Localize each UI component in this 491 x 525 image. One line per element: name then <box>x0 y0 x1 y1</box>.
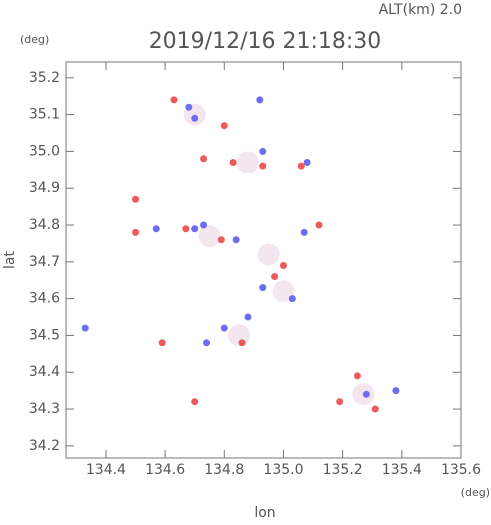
echo-point <box>132 195 140 203</box>
echo-point <box>81 324 89 332</box>
echo-point <box>257 243 280 266</box>
echo-point <box>220 122 228 130</box>
echo-point <box>191 398 199 406</box>
echo-point <box>185 103 193 111</box>
echo-point <box>259 162 267 170</box>
echo-point <box>271 273 279 281</box>
x-tick-label: 135.2 <box>323 462 363 478</box>
y-tick-label: 34.7 <box>29 254 60 270</box>
echo-point <box>244 313 252 321</box>
y-tick-label: 34.5 <box>29 327 60 343</box>
y-axis-label: lat <box>2 251 18 269</box>
echo-point <box>182 225 190 233</box>
echo-point <box>303 158 311 166</box>
echo-point <box>300 228 308 236</box>
echo-point <box>297 162 305 170</box>
echo-point <box>132 228 140 236</box>
echo-point <box>170 96 178 104</box>
y-tick-label: 35.1 <box>29 107 60 123</box>
echo-point <box>315 221 323 229</box>
echo-point <box>229 158 237 166</box>
echo-point <box>200 221 208 229</box>
echo-point <box>198 225 221 248</box>
echo-point <box>220 324 228 332</box>
echo-point <box>362 390 370 398</box>
x-tick-label: 134.8 <box>204 462 244 478</box>
plot-frame <box>65 61 462 459</box>
echo-point <box>371 405 379 413</box>
y-tick-label: 34.6 <box>29 291 60 307</box>
echo-point <box>238 339 246 347</box>
echo-point <box>152 225 160 233</box>
x-unit: (deg) <box>461 486 490 499</box>
x-axis-label: lon <box>254 505 275 521</box>
echo-point <box>191 114 199 122</box>
echo-point <box>256 96 264 104</box>
echo-point <box>259 284 267 292</box>
y-tick-label: 35.0 <box>29 143 60 159</box>
echo-point <box>392 387 400 395</box>
altitude-label: ALT(km) 2.0 <box>379 2 462 18</box>
x-tick-label: 135.0 <box>263 462 303 478</box>
x-tick-label: 134.6 <box>145 462 185 478</box>
y-tick-label: 34.8 <box>29 217 60 233</box>
x-tick-label: 134.4 <box>86 462 126 478</box>
echo-point <box>203 339 211 347</box>
echo-point <box>288 295 296 303</box>
chart-title: 2019/12/16 21:18:30 <box>149 29 382 54</box>
y-tick-label: 34.9 <box>29 180 60 196</box>
echo-point <box>279 262 287 270</box>
echo-point <box>158 339 166 347</box>
echo-point <box>217 236 225 244</box>
y-tick-label: 35.2 <box>29 70 60 86</box>
x-tick-label: 135.4 <box>382 462 422 478</box>
y-unit: (deg) <box>20 33 49 46</box>
echo-point <box>272 280 295 303</box>
echo-point <box>236 151 259 174</box>
x-tick-label: 135.6 <box>441 462 481 478</box>
echo-point <box>232 236 240 244</box>
y-tick-label: 34.2 <box>29 438 60 454</box>
echo-point <box>259 147 267 155</box>
y-tick-label: 34.3 <box>29 401 60 417</box>
echo-point <box>191 225 199 233</box>
echo-point <box>336 398 344 406</box>
y-tick-label: 34.4 <box>29 364 60 380</box>
echo-point <box>353 372 361 380</box>
echo-point <box>200 155 208 163</box>
